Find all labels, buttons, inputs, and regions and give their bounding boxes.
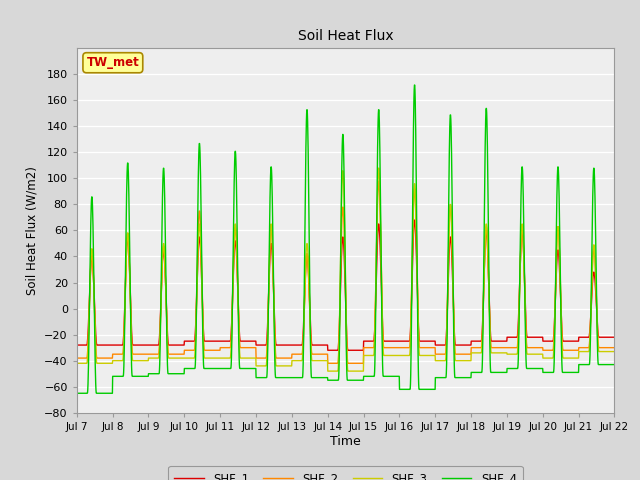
SHF_3	[375, 165, 383, 171]
SHF_2	[579, 345, 586, 350]
SHF_3	[502, 350, 510, 356]
SHF_1	[362, 338, 369, 344]
SHF_4	[372, 228, 380, 234]
SHF_4	[411, 82, 419, 88]
SHF_3	[362, 353, 369, 359]
SHF_2	[373, 228, 381, 234]
SHF_1	[223, 338, 230, 344]
Title: Soil Heat Flux: Soil Heat Flux	[298, 29, 394, 43]
SHF_3	[324, 368, 332, 374]
SHF_4	[563, 370, 571, 375]
SHF_1	[611, 335, 618, 340]
SHF_3	[223, 355, 230, 361]
SHF_2	[563, 348, 571, 353]
SHF_1	[502, 338, 510, 344]
SHF_4	[223, 366, 230, 372]
Line: SHF_1: SHF_1	[77, 220, 614, 350]
SHF_2	[375, 178, 383, 184]
SHF_4	[502, 370, 509, 375]
SHF_3	[611, 348, 618, 354]
Legend: SHF_1, SHF_2, SHF_3, SHF_4: SHF_1, SHF_2, SHF_3, SHF_4	[168, 466, 523, 480]
SHF_1	[563, 338, 571, 344]
SHF_3	[563, 355, 571, 361]
SHF_1	[579, 335, 586, 340]
SHF_1	[373, 256, 381, 262]
Y-axis label: Soil Heat Flux (W/m2): Soil Heat Flux (W/m2)	[26, 166, 38, 295]
SHF_2	[73, 355, 81, 361]
Text: TW_met: TW_met	[86, 56, 140, 69]
SHF_4	[611, 362, 618, 368]
X-axis label: Time: Time	[330, 434, 361, 448]
SHF_4	[361, 373, 369, 379]
SHF_2	[324, 360, 332, 366]
SHF_2	[362, 345, 369, 350]
SHF_2	[611, 345, 618, 350]
SHF_1	[411, 217, 419, 223]
SHF_3	[579, 348, 586, 354]
Line: SHF_3: SHF_3	[77, 168, 614, 371]
SHF_1	[324, 348, 332, 353]
SHF_4	[73, 390, 81, 396]
SHF_2	[223, 345, 230, 350]
Line: SHF_2: SHF_2	[77, 181, 614, 363]
SHF_3	[73, 360, 81, 366]
SHF_1	[73, 342, 81, 348]
SHF_3	[373, 222, 381, 228]
Line: SHF_4: SHF_4	[77, 85, 614, 393]
SHF_4	[578, 362, 586, 368]
SHF_2	[502, 345, 510, 350]
